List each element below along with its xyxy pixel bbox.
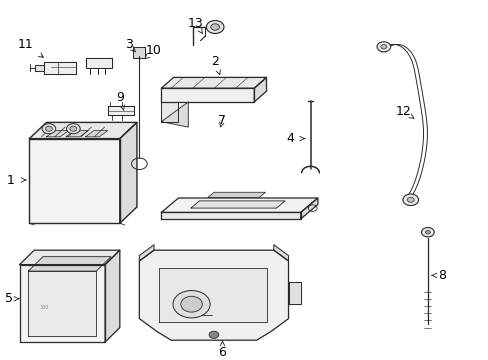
Polygon shape (288, 282, 300, 304)
Circle shape (407, 197, 413, 202)
Text: 7: 7 (218, 114, 226, 127)
Text: 8: 8 (438, 269, 446, 282)
Text: 300: 300 (39, 305, 48, 310)
Polygon shape (29, 122, 137, 139)
Polygon shape (120, 122, 137, 223)
Circle shape (210, 24, 219, 30)
Polygon shape (161, 102, 178, 122)
Circle shape (181, 296, 202, 312)
Polygon shape (28, 271, 96, 336)
Polygon shape (20, 265, 105, 342)
Circle shape (66, 124, 80, 134)
Circle shape (376, 42, 390, 52)
Polygon shape (20, 250, 120, 265)
Polygon shape (28, 257, 111, 271)
Circle shape (45, 126, 52, 131)
Text: 1: 1 (7, 174, 15, 186)
Polygon shape (85, 131, 107, 137)
Polygon shape (44, 62, 76, 74)
Circle shape (206, 21, 224, 33)
Circle shape (380, 45, 386, 49)
Polygon shape (35, 65, 44, 71)
Circle shape (402, 194, 418, 206)
Polygon shape (161, 212, 300, 219)
Text: 5: 5 (5, 292, 13, 305)
Circle shape (70, 126, 77, 131)
Polygon shape (159, 268, 266, 322)
Circle shape (425, 230, 429, 234)
Polygon shape (29, 139, 120, 223)
Polygon shape (190, 201, 285, 208)
Polygon shape (254, 77, 266, 102)
Circle shape (42, 124, 56, 134)
Polygon shape (107, 106, 134, 115)
Polygon shape (133, 47, 145, 58)
Polygon shape (139, 250, 288, 340)
Circle shape (173, 291, 210, 318)
Circle shape (209, 331, 218, 338)
Polygon shape (105, 250, 120, 342)
Text: 9: 9 (116, 91, 123, 104)
Polygon shape (273, 245, 288, 261)
Polygon shape (300, 198, 317, 219)
Text: 12: 12 (395, 105, 410, 118)
Text: 2: 2 (211, 55, 219, 68)
Circle shape (421, 228, 433, 237)
Polygon shape (161, 88, 254, 102)
Polygon shape (66, 131, 88, 137)
Text: 11: 11 (18, 39, 33, 51)
Polygon shape (85, 58, 112, 68)
Polygon shape (161, 102, 188, 127)
Text: 10: 10 (146, 44, 162, 57)
Text: 4: 4 (286, 132, 294, 145)
Polygon shape (161, 198, 317, 212)
Polygon shape (46, 131, 68, 137)
Polygon shape (161, 77, 266, 88)
Polygon shape (208, 192, 265, 197)
Polygon shape (139, 245, 154, 261)
Text: 13: 13 (187, 17, 203, 30)
Text: 6: 6 (218, 346, 226, 359)
Text: 3: 3 (124, 39, 132, 51)
